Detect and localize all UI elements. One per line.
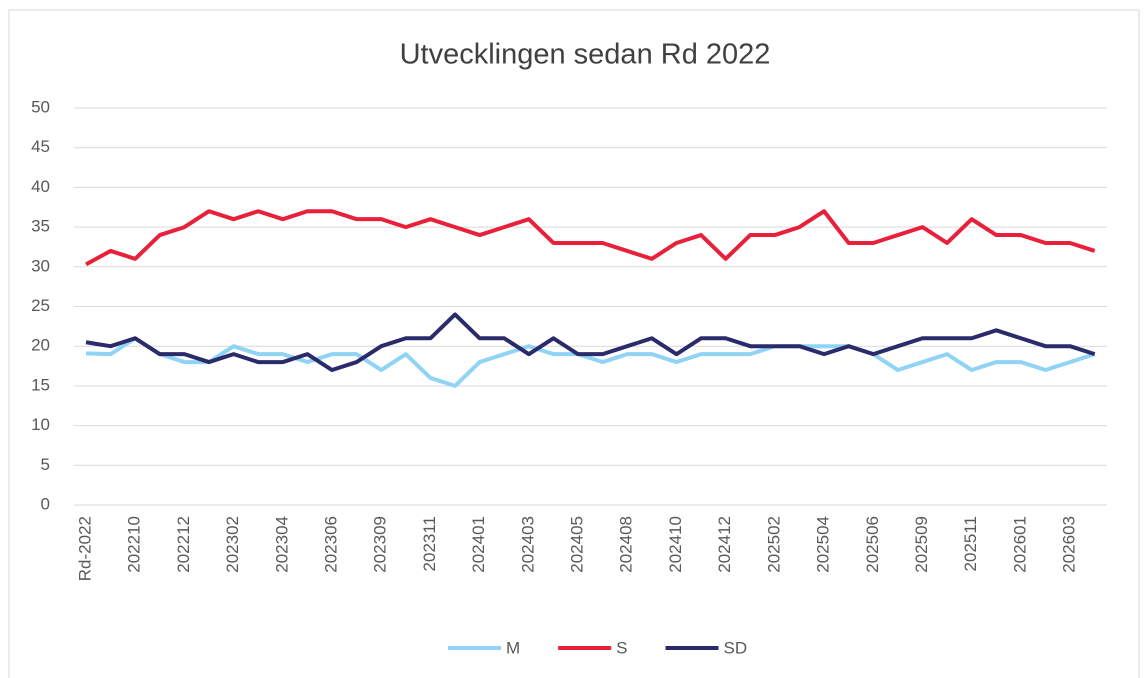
line-series: [85, 336, 1096, 388]
x-tick-label: 202511: [961, 516, 980, 571]
x-tick-label: 202509: [912, 516, 931, 573]
x-tick-label: 202408: [617, 516, 636, 573]
x-tick-label: 202306: [322, 516, 341, 573]
legend-label: SD: [724, 638, 748, 657]
y-tick-label: 5: [41, 455, 50, 474]
y-tick-label: 50: [31, 97, 50, 116]
x-tick-label: 202210: [125, 516, 144, 573]
chart-title: Utvecklingen sedan Rd 2022: [400, 39, 771, 71]
y-tick-label: 20: [31, 336, 50, 355]
y-tick-label: 0: [41, 494, 50, 513]
y-tick-label: 10: [31, 415, 50, 434]
x-tick-label: 202311: [420, 516, 439, 571]
chart-border: [8, 9, 1140, 678]
y-tick-label: 15: [31, 375, 50, 394]
line-series: [85, 312, 1096, 373]
x-tick-label: 202412: [715, 516, 734, 573]
x-tick-label: 202401: [469, 516, 488, 573]
x-tick-label: Rd-2022: [75, 516, 94, 581]
x-tick-label: 202212: [174, 516, 193, 573]
x-tick-label: 202302: [223, 516, 242, 573]
legend-label: M: [506, 638, 520, 657]
x-tick-label: 202309: [371, 516, 390, 573]
x-tick-label: 202502: [764, 516, 783, 573]
x-tick-label: 202405: [568, 516, 587, 573]
y-tick-label: 40: [31, 177, 50, 196]
x-tick-label: 202504: [814, 516, 833, 573]
y-tick-label: 35: [31, 217, 50, 236]
x-tick-label: 202601: [1010, 516, 1029, 573]
y-tick-label: 45: [31, 137, 50, 156]
y-tick-label: 25: [31, 296, 50, 315]
x-tick-label: 202506: [863, 516, 882, 573]
line-series: [85, 209, 1096, 267]
y-tick-label: 30: [31, 256, 50, 275]
legend-label: S: [616, 638, 627, 657]
x-tick-label: 202403: [518, 516, 537, 573]
x-tick-label: 202410: [666, 516, 685, 573]
x-tick-label: 202304: [272, 516, 291, 573]
x-tick-label: 202603: [1060, 516, 1079, 573]
